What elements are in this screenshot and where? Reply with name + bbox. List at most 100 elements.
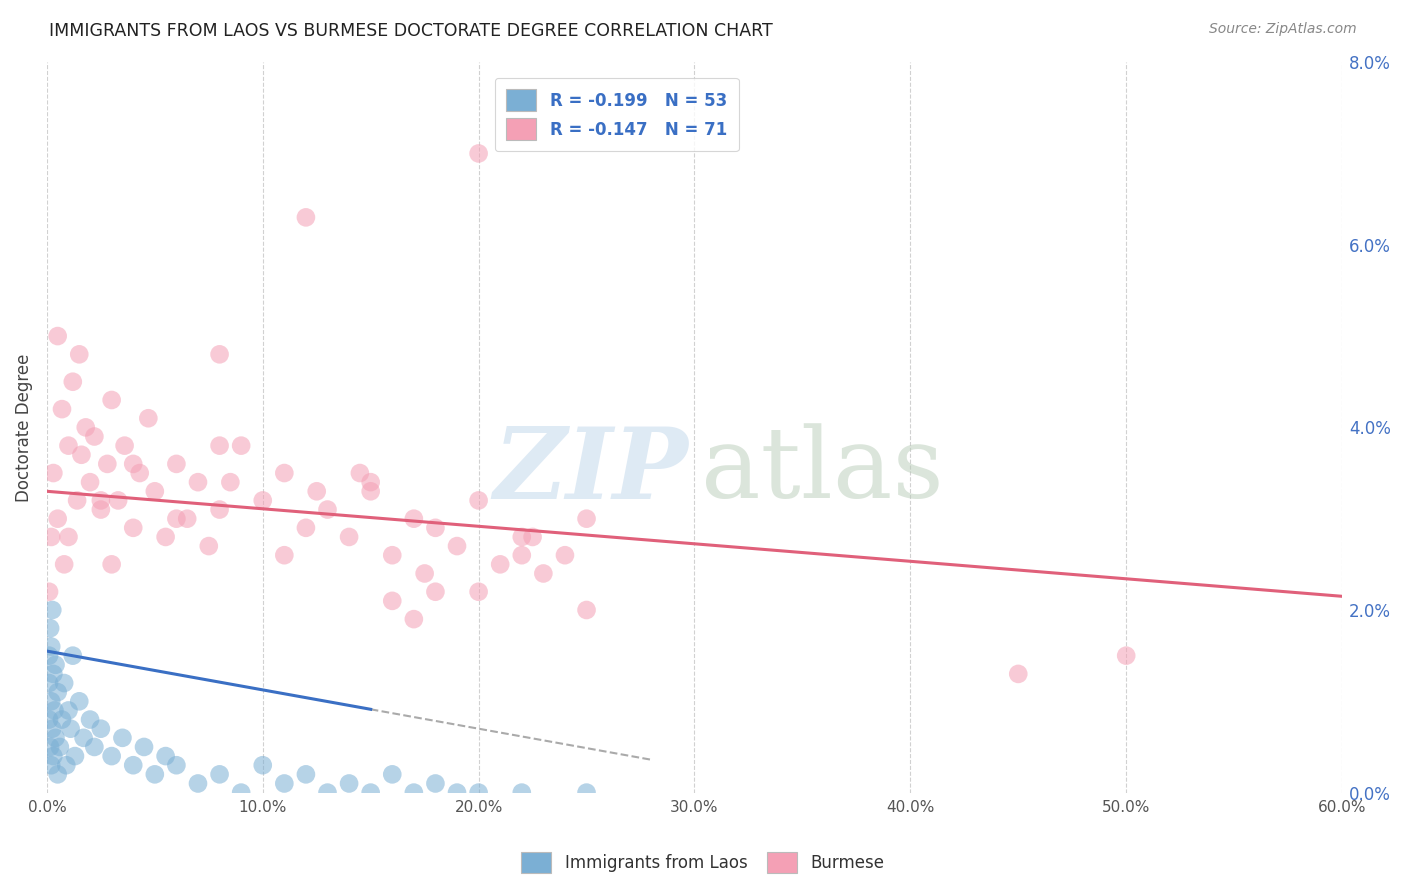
Point: [273, 466, 295, 480]
Legend: Immigrants from Laos, Burmese: Immigrants from Laos, Burmese: [515, 846, 891, 880]
Y-axis label: Doctorate Degree: Doctorate Degree: [15, 353, 32, 501]
Point: [219, 475, 242, 490]
Point: [187, 776, 209, 790]
Point: [53, 558, 76, 572]
Point: [1007, 667, 1029, 681]
Point: [522, 530, 544, 544]
Point: [446, 539, 468, 553]
Point: [44, 657, 66, 672]
Point: [295, 211, 318, 225]
Point: [208, 502, 231, 516]
Point: [231, 786, 253, 800]
Point: [273, 776, 295, 790]
Point: [510, 786, 533, 800]
Point: [44, 703, 66, 717]
Point: [510, 530, 533, 544]
Point: [90, 502, 112, 516]
Point: [39, 640, 62, 654]
Point: [49, 739, 72, 754]
Point: [46, 329, 69, 343]
Point: [489, 558, 512, 572]
Point: [46, 511, 69, 525]
Point: [360, 475, 382, 490]
Point: [96, 457, 118, 471]
Point: [349, 466, 371, 480]
Point: [55, 758, 77, 772]
Point: [100, 558, 122, 572]
Point: [70, 448, 93, 462]
Point: [554, 548, 576, 562]
Point: [143, 484, 166, 499]
Point: [208, 439, 231, 453]
Point: [72, 731, 94, 745]
Point: [39, 758, 62, 772]
Point: [176, 511, 198, 525]
Point: [510, 548, 533, 562]
Point: [155, 749, 177, 764]
Point: [58, 530, 80, 544]
Point: [42, 749, 65, 764]
Point: [165, 511, 187, 525]
Point: [295, 521, 318, 535]
Legend: R = -0.199   N = 53, R = -0.147   N = 71: R = -0.199 N = 53, R = -0.147 N = 71: [495, 78, 738, 152]
Point: [360, 786, 382, 800]
Point: [402, 511, 425, 525]
Point: [128, 466, 150, 480]
Point: [337, 530, 360, 544]
Point: [197, 539, 219, 553]
Point: [62, 648, 84, 663]
Point: [90, 722, 112, 736]
Point: [467, 493, 489, 508]
Point: [75, 420, 97, 434]
Point: [46, 685, 69, 699]
Point: [39, 739, 62, 754]
Point: [165, 457, 187, 471]
Point: [41, 603, 63, 617]
Point: [100, 749, 122, 764]
Point: [337, 776, 360, 790]
Point: [425, 521, 447, 535]
Point: [531, 566, 554, 581]
Point: [38, 676, 60, 690]
Point: [58, 703, 80, 717]
Text: Source: ZipAtlas.com: Source: ZipAtlas.com: [1209, 22, 1357, 37]
Point: [122, 457, 145, 471]
Point: [38, 584, 60, 599]
Point: [208, 767, 231, 781]
Point: [273, 548, 295, 562]
Point: [111, 731, 134, 745]
Point: [46, 767, 69, 781]
Point: [138, 411, 160, 425]
Point: [446, 786, 468, 800]
Point: [381, 548, 404, 562]
Point: [467, 146, 489, 161]
Point: [79, 713, 101, 727]
Point: [132, 739, 155, 754]
Point: [39, 694, 62, 708]
Point: [53, 676, 76, 690]
Text: atlas: atlas: [702, 424, 943, 519]
Point: [114, 439, 136, 453]
Point: [381, 594, 404, 608]
Point: [143, 767, 166, 781]
Point: [252, 758, 274, 772]
Point: [575, 511, 598, 525]
Point: [42, 466, 65, 480]
Text: IMMIGRANTS FROM LAOS VS BURMESE DOCTORATE DEGREE CORRELATION CHART: IMMIGRANTS FROM LAOS VS BURMESE DOCTORAT…: [49, 22, 773, 40]
Point: [59, 722, 82, 736]
Point: [425, 776, 447, 790]
Point: [79, 475, 101, 490]
Point: [122, 521, 145, 535]
Point: [44, 731, 66, 745]
Point: [42, 667, 65, 681]
Point: [295, 767, 318, 781]
Point: [305, 484, 328, 499]
Point: [165, 758, 187, 772]
Point: [208, 347, 231, 361]
Point: [51, 713, 73, 727]
Point: [67, 694, 90, 708]
Point: [575, 786, 598, 800]
Point: [413, 566, 436, 581]
Point: [316, 786, 339, 800]
Point: [67, 347, 90, 361]
